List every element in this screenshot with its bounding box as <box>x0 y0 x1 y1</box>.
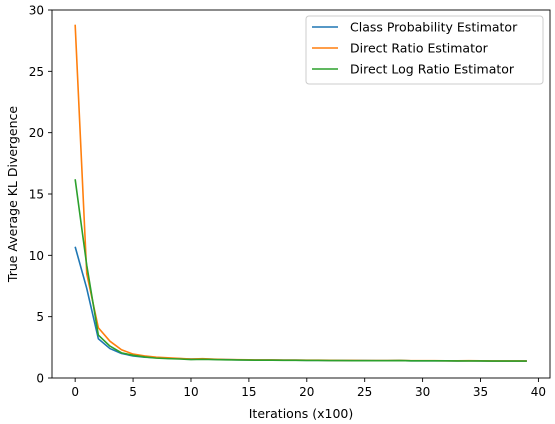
y-tick-label: 10 <box>29 249 44 263</box>
x-tick-label: 35 <box>473 385 488 399</box>
y-tick-label: 5 <box>36 310 44 324</box>
y-axis: 0 5 10 15 20 25 30 <box>29 4 52 386</box>
legend-label: Class Probability Estimator <box>350 20 518 35</box>
x-tick-label: 5 <box>129 385 137 399</box>
x-tick-label: 10 <box>183 385 198 399</box>
x-tick-label: 30 <box>415 385 430 399</box>
x-axis: 0 5 10 15 20 25 30 35 40 <box>71 378 546 399</box>
x-tick-label: 25 <box>357 385 372 399</box>
y-tick-label: 25 <box>29 65 44 79</box>
y-tick-label: 0 <box>36 372 44 386</box>
y-tick-label: 20 <box>29 126 44 140</box>
legend-label: Direct Ratio Estimator <box>350 41 489 56</box>
x-tick-label: 40 <box>531 385 546 399</box>
x-tick-label: 15 <box>241 385 256 399</box>
y-tick-label: 15 <box>29 188 44 202</box>
legend: Class Probability Estimator Direct Ratio … <box>305 15 544 85</box>
series-line-1 <box>74 246 527 362</box>
x-tick-label: 20 <box>299 385 314 399</box>
y-axis-label: True Average KL Divergence <box>5 106 20 283</box>
series-line-3 <box>74 179 527 362</box>
x-tick-label: 0 <box>71 385 79 399</box>
y-tick-label: 30 <box>29 4 44 18</box>
legend-box <box>305 15 544 85</box>
plot-area <box>51 9 551 379</box>
x-axis-label: Iterations (x100) <box>249 406 354 421</box>
legend-label: Direct Log Ratio Estimator <box>350 62 515 77</box>
